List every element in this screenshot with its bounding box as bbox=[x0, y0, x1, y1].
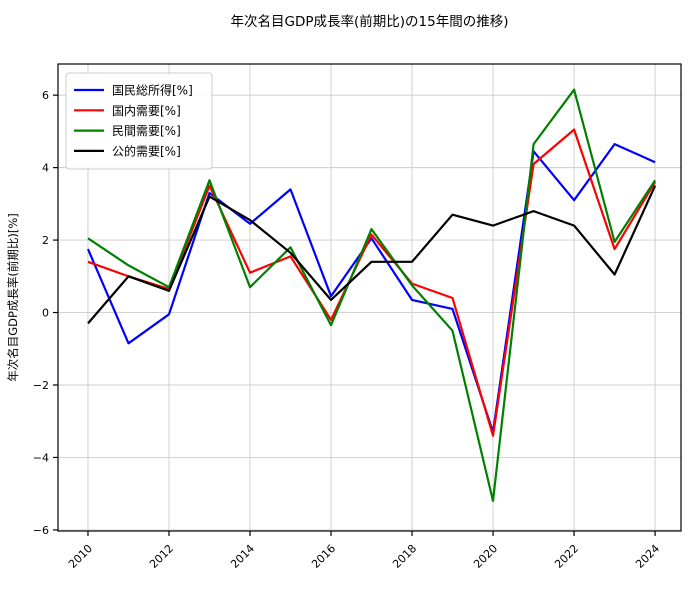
legend: 国民総所得[%] 国内需要[%] 民間需要[%] 公的需要[%] bbox=[65, 72, 213, 170]
x-tick-label: 2012 bbox=[147, 542, 176, 571]
y-tick-label: −4 bbox=[33, 451, 49, 464]
y-tick-label: 4 bbox=[42, 162, 49, 175]
x-tick-label: 2016 bbox=[309, 542, 338, 571]
series-line-民間需要[%] bbox=[87, 88, 657, 502]
y-tick-label: 2 bbox=[42, 234, 49, 247]
y-tick-label: −2 bbox=[33, 379, 49, 392]
x-tick-label: 2022 bbox=[552, 542, 581, 571]
y-tick-label: −6 bbox=[33, 524, 49, 537]
legend-label-民間需要[%]: 民間需要[%] bbox=[112, 124, 181, 138]
y-axis-label: 年次名目GDP成長率(前期比)[%] bbox=[6, 213, 20, 382]
legend-box bbox=[65, 72, 213, 170]
plot-area: 2010 2012 2014 2016 2018 2020 2022 2024 6 4 2 0 −2 −4… bbox=[33, 63, 682, 571]
legend-label-国民総所得[%]: 国民総所得[%] bbox=[112, 83, 193, 98]
x-tick-label: 2024 bbox=[633, 542, 662, 571]
x-tick-label: 2018 bbox=[390, 542, 419, 571]
x-tick-label: 2010 bbox=[66, 542, 95, 571]
legend-label-国内需要[%]: 国内需要[%] bbox=[112, 104, 181, 118]
legend-label-公的需要[%]: 公的需要[%] bbox=[112, 143, 181, 158]
chart-title: 年次名目GDP成長率(前期比)の15年間の推移) bbox=[231, 13, 509, 30]
series-line-公的需要[%] bbox=[87, 185, 657, 325]
x-tick-label: 2020 bbox=[471, 542, 500, 571]
series-line-国民総所得[%] bbox=[86, 143, 656, 434]
y-tick-label: 6 bbox=[42, 89, 49, 102]
axes-spines bbox=[57, 63, 682, 532]
x-tick-label: 2014 bbox=[228, 542, 257, 571]
y-tick-label: 0 bbox=[42, 307, 49, 320]
